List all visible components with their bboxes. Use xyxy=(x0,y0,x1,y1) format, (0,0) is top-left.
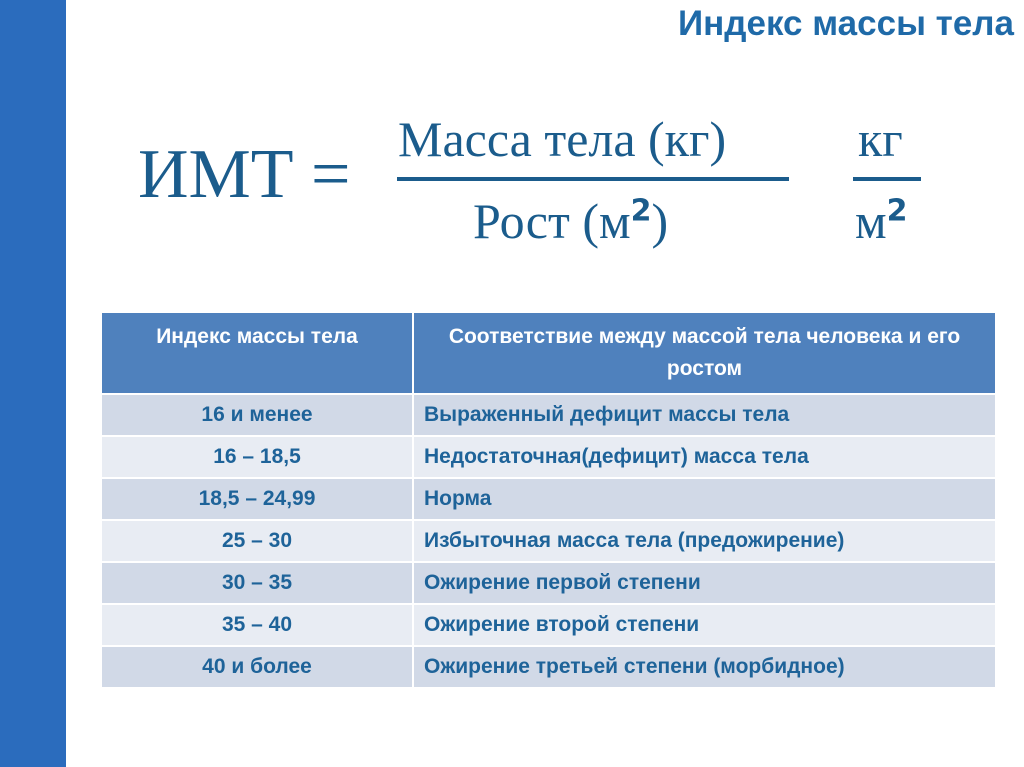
bmi-range-cell: 30 – 35 xyxy=(100,561,414,605)
header-bmi: Индекс массы тела xyxy=(100,311,414,395)
den-text: Рост (м xyxy=(473,193,631,249)
fraction-line xyxy=(397,177,789,181)
den-close: ) xyxy=(651,193,669,249)
formula-denominator: Рост (м2) xyxy=(473,192,668,250)
sidebar-accent-bar xyxy=(0,0,66,767)
bmi-range-cell: 40 и более xyxy=(100,645,414,689)
bmi-range-cell: 16 – 18,5 xyxy=(100,435,414,479)
den-exp: 2 xyxy=(630,193,652,229)
unit-exp: 2 xyxy=(886,193,908,229)
description-cell: Недостаточная(дефицит) масса тела xyxy=(412,435,997,479)
unit-den-text: м xyxy=(855,193,887,249)
table-row: 30 – 35 Ожирение первой степени xyxy=(100,561,997,605)
table-row: 35 – 40 Ожирение второй степени xyxy=(100,603,997,647)
unit-denominator: м2 xyxy=(855,192,908,250)
table-row: 18,5 – 24,99 Норма xyxy=(100,477,997,521)
table-row: 16 – 18,5 Недостаточная(дефицит) масса те… xyxy=(100,435,997,479)
description-cell: Избыточная масса тела (предожирение) xyxy=(412,519,997,563)
bmi-range-cell: 16 и менее xyxy=(100,393,414,437)
description-cell: Ожирение третьей степени (морбидное) xyxy=(412,645,997,689)
description-cell: Ожирение первой степени xyxy=(412,561,997,605)
bmi-range-cell: 18,5 – 24,99 xyxy=(100,477,414,521)
bmi-range-cell: 35 – 40 xyxy=(100,603,414,647)
bmi-range-cell: 25 – 30 xyxy=(100,519,414,563)
description-cell: Ожирение второй степени xyxy=(412,603,997,647)
header-description: Соответствие между массой тела человека … xyxy=(412,311,997,395)
unit-numerator: кг xyxy=(858,111,903,167)
description-cell: Норма xyxy=(412,477,997,521)
table-row: 25 – 30 Избыточная масса тела (предожирен… xyxy=(100,519,997,563)
formula-lhs: ИМТ = xyxy=(138,136,351,213)
unit-fraction-line xyxy=(853,177,921,181)
bmi-table: Индекс массы тела Соответствие между масс… xyxy=(100,311,997,689)
table-row: 40 и более Ожирение третьей степени (морб… xyxy=(100,645,997,689)
slide-title: Индекс массы тела xyxy=(678,4,1014,43)
formula-numerator: Масса тела (кг) xyxy=(398,111,727,167)
table-row: 16 и менее Выраженный дефицит массы тела xyxy=(100,393,997,437)
description-cell: Выраженный дефицит массы тела xyxy=(412,393,997,437)
